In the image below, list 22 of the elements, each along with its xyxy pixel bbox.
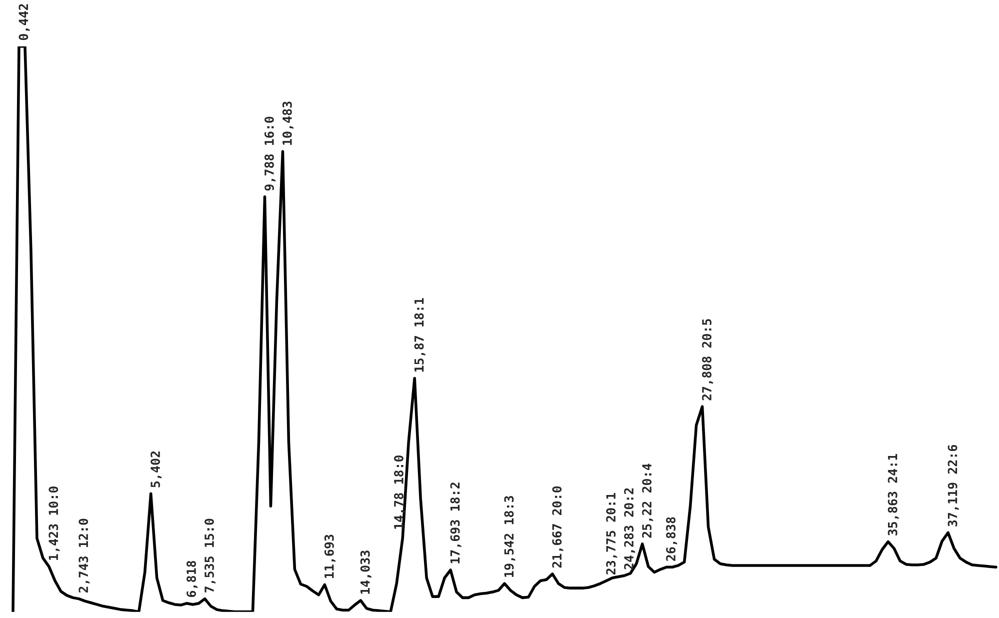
annotation: 27,808 20:5 <box>702 319 714 400</box>
annotation: 15,87 18:1 <box>414 298 426 372</box>
annotation: 9,788 16:0 <box>264 116 276 191</box>
annotation: 19,542 18:3 <box>504 496 516 577</box>
annotation: 25,22 20:4 <box>642 464 654 538</box>
annotation: 24,283 20:2 <box>624 488 636 570</box>
annotation: 0,442 <box>18 4 30 40</box>
annotation: 14,78 18:0 <box>394 455 406 529</box>
annotation: 23,775 20:1 <box>606 492 618 574</box>
annotation: 2,743 12:0 <box>78 518 90 593</box>
annotation: 35,863 24:1 <box>888 454 899 536</box>
annotation: 5,402 <box>150 451 162 488</box>
annotation: 11,693 <box>324 534 336 578</box>
annotation: 14,033 <box>360 550 372 594</box>
annotation: 26,838 <box>666 517 678 561</box>
annotation: 1,423 10:0 <box>48 486 60 560</box>
annotation: 7,535 15:0 <box>204 518 216 592</box>
annotation: 37,119 22:6 <box>948 444 959 526</box>
annotation: 6,818 <box>186 560 198 597</box>
annotation: 17,693 18:2 <box>450 482 462 564</box>
annotation: 21,667 20:0 <box>552 486 564 568</box>
annotation: 10,483 <box>282 102 294 145</box>
